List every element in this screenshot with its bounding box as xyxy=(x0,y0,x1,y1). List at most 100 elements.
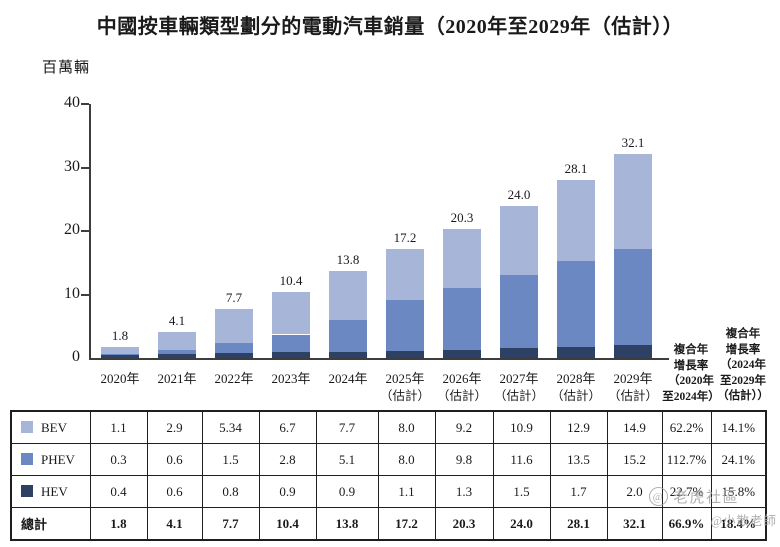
bar-segment-phev xyxy=(158,350,196,355)
bar-segment-hev xyxy=(158,354,196,358)
watermark-logo-icon: @ xyxy=(649,487,668,506)
table-cell: 112.7% xyxy=(661,443,712,476)
x-tick-label: 2020年 xyxy=(100,371,140,386)
table-cell: 66.9% xyxy=(661,507,712,541)
bar-segment-phev xyxy=(215,343,253,353)
bar-segment-phev xyxy=(329,319,367,353)
legend-swatch-bev xyxy=(21,420,33,433)
bar-segment-phev xyxy=(386,300,424,351)
bar-total-label: 7.7 xyxy=(225,290,243,306)
x-tick-note: （估計） xyxy=(379,389,430,403)
row-label-cell: BEV xyxy=(10,410,91,444)
row-label-cell: PHEV xyxy=(10,443,91,476)
bar-segment-phev xyxy=(443,287,481,350)
table-cell: 14.1% xyxy=(710,410,767,444)
x-tick-label: 2025年 xyxy=(385,371,425,386)
y-axis-tick xyxy=(81,166,89,169)
table-cell: 0.4 xyxy=(89,475,148,508)
table-cell: 9.2 xyxy=(434,410,494,444)
table-cell: 0.9 xyxy=(258,475,317,508)
bar-segment-hev xyxy=(614,345,652,358)
row-label: 總計 xyxy=(21,517,48,532)
y-axis-tick xyxy=(81,103,89,105)
table-cell: 0.6 xyxy=(146,443,203,476)
cagr-header-line: （2024年 xyxy=(720,359,766,371)
table-cell: 14.9 xyxy=(606,410,663,444)
table-cell: 0.6 xyxy=(146,475,203,508)
cagr-header-line: （估計）） xyxy=(717,390,769,402)
table-cell: 62.2% xyxy=(661,410,712,444)
bar-segment-bev xyxy=(614,154,652,249)
row-label: HEV xyxy=(41,483,68,499)
x-tick-note: （估計） xyxy=(436,389,487,403)
bar-total-label: 1.8 xyxy=(111,327,129,343)
y-tick-label: 10 xyxy=(64,284,80,302)
ev-sales-table: BEV 1.1 2.9 5.34 6.7 7.7 8.0 9.2 10.9 12.9 14.9 62.… xyxy=(10,410,767,541)
table-cell: 1.8 xyxy=(89,507,148,541)
cagr-header-line: 複合年 xyxy=(725,328,761,340)
y-axis-tick xyxy=(81,293,89,296)
table-cell: 32.1 xyxy=(606,507,663,541)
watermark-line1: @ 老虎社區 xyxy=(649,486,777,507)
table-cell: 10.4 xyxy=(258,507,317,541)
bar-segment-bev xyxy=(386,249,424,301)
table-cell: 1.1 xyxy=(377,475,436,508)
table-cell: 10.9 xyxy=(492,410,551,444)
table-cell: 9.8 xyxy=(434,443,494,476)
watermark-author: @小散老師 xyxy=(710,514,777,528)
bar-segment-phev xyxy=(272,334,310,353)
table-cell: 0.3 xyxy=(89,443,148,476)
table-cell: 2.9 xyxy=(146,410,203,444)
x-tick-note: （估計） xyxy=(607,389,658,403)
table-cell: 7.7 xyxy=(315,410,379,444)
cagr-header-line: 增長率 xyxy=(673,359,709,372)
table-cell: 15.8% xyxy=(710,475,767,508)
table-row-phev: PHEV 0.3 0.6 1.5 2.8 5.1 8.0 9.8 11.6 13.5 15.2 112… xyxy=(10,443,767,476)
cagr-header-line: （2020年 xyxy=(668,375,714,387)
table-cell: 0.8 xyxy=(201,475,260,508)
bar-segment-bev xyxy=(329,271,367,320)
x-tick-label: 2028年 xyxy=(556,371,596,386)
x-axis-line xyxy=(89,358,669,360)
x-tick-label: 2029年 xyxy=(613,371,653,386)
bar-segment-bev xyxy=(158,331,196,351)
x-tick-note: （估計） xyxy=(493,389,544,403)
x-tick-note: （估計） xyxy=(550,389,601,403)
bar-segment-hev xyxy=(101,355,139,358)
bar-segment-bev xyxy=(500,205,538,275)
table-cell: 13.5 xyxy=(549,443,608,476)
table-cell: 28.1 xyxy=(549,507,608,541)
bar-segment-bev xyxy=(443,229,481,288)
bar-segment-hev xyxy=(443,349,481,358)
x-tick-label: 2023年 xyxy=(271,371,311,386)
table-cell: 17.2 xyxy=(377,507,436,541)
cagr-header-line: 至2024年） xyxy=(662,390,720,403)
bar-segment-phev xyxy=(500,274,538,349)
cagr-header-line: 至2029年 xyxy=(720,374,766,387)
y-axis-unit-label: 百萬輛 xyxy=(42,60,91,76)
table-cell: 1.3 xyxy=(434,475,494,508)
row-label-cell: 總計 xyxy=(10,507,91,541)
bar-total-label: 32.1 xyxy=(621,135,645,151)
table-cell: 15.2 xyxy=(606,443,663,476)
table-cell: 2.8 xyxy=(258,443,317,476)
y-axis-tick xyxy=(81,230,89,232)
table-row-hev: HEV 0.4 0.6 0.8 0.9 0.9 1.1 1.3 1.5 1.7 2.0 22.7% 15… xyxy=(10,475,767,508)
table-cell: 8.0 xyxy=(377,443,436,476)
table-cell: 1.5 xyxy=(492,475,551,508)
x-tick-label: 2024年 xyxy=(328,371,368,386)
watermark-community-name: 老虎社區 xyxy=(673,490,740,506)
table-cell: 1.5 xyxy=(201,443,260,476)
row-label-cell: HEV xyxy=(10,475,91,508)
bar-segment-phev xyxy=(557,261,595,348)
legend-swatch-hev xyxy=(21,484,33,497)
bar-total-label: 13.8 xyxy=(336,252,360,267)
x-tick-label: 2026年 xyxy=(442,371,482,386)
x-tick-label: 2027年 xyxy=(499,371,539,386)
y-tick-label: 30 xyxy=(64,157,80,175)
x-tick-label: 2022年 xyxy=(214,371,254,386)
bar-total-label: 17.2 xyxy=(393,230,417,246)
bar-segment-hev xyxy=(500,348,538,358)
